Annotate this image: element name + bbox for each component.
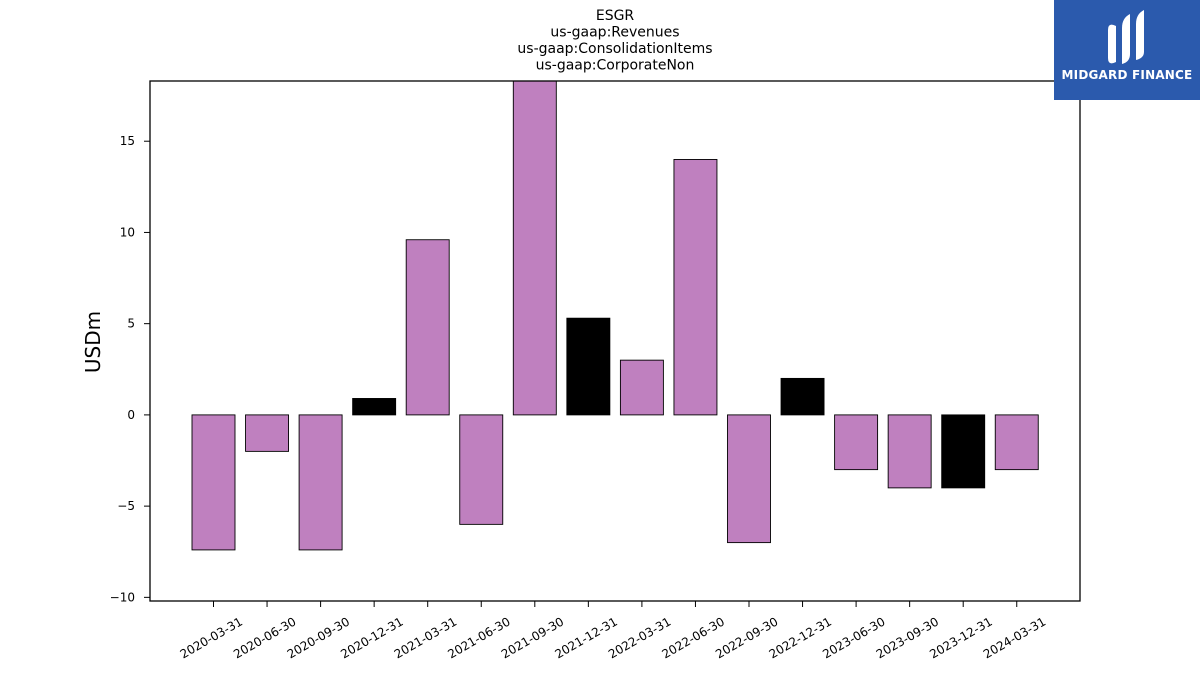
bars: [191, 80, 1039, 551]
y-tick-label: 10: [120, 225, 135, 239]
bar-2020-12-31: [352, 398, 397, 416]
bar-2022-03-31: [619, 359, 664, 416]
chart-title-line: us-gaap:Revenues: [550, 25, 679, 41]
y-tick-label: 0: [127, 408, 135, 422]
y-axis-ticks: −10 −5 0 5 10 15: [110, 134, 150, 604]
chart-title-line: ESGR: [596, 8, 635, 24]
y-tick-label: 5: [127, 317, 135, 331]
bar-2023-09-30: [887, 414, 932, 489]
x-axis-ticks: 2020-03-312020-06-302020-09-302020-12-31…: [178, 601, 1048, 661]
midgard-m-logo-icon: [1108, 10, 1144, 64]
bar-2022-06-30: [673, 159, 718, 416]
chart-title-line: us-gaap:ConsolidationItems: [517, 41, 712, 57]
bar-2023-12-31: [941, 414, 986, 489]
y-axis-label: USDm: [81, 311, 105, 373]
y-tick-label: 15: [120, 134, 135, 148]
bar-2020-03-31: [191, 414, 236, 551]
bar-2024-03-31: [994, 414, 1039, 471]
y-tick-label: −5: [117, 499, 135, 513]
bar-2020-06-30: [245, 414, 290, 452]
bar-2023-06-30: [834, 414, 879, 471]
bar-2021-09-30: [512, 80, 557, 416]
bar-2021-12-31: [566, 317, 611, 416]
plot-frame: [149, 80, 1081, 602]
bar-2020-09-30: [298, 414, 343, 551]
logo-text: MIDGARD FINANCE: [1061, 68, 1193, 82]
bar-2021-03-31: [405, 239, 450, 416]
chart-title-line: us-gaap:CorporateNon: [536, 58, 695, 74]
midgard-finance-logo: MIDGARD FINANCE: [1054, 0, 1200, 100]
bar-2021-06-30: [459, 414, 504, 525]
bar-2022-09-30: [727, 414, 771, 544]
bar-2022-12-31: [780, 377, 825, 416]
chart-title: ESGRus-gaap:Revenuesus-gaap:Consolidatio…: [517, 8, 712, 74]
y-tick-label: −10: [110, 590, 135, 604]
